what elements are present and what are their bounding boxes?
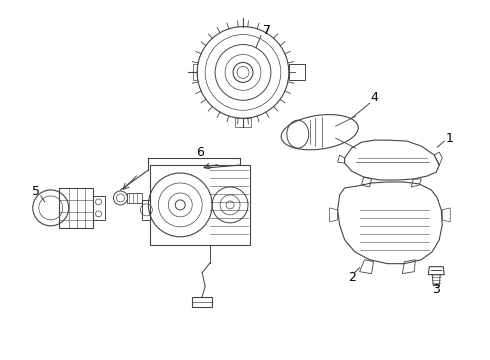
Text: 2: 2 <box>347 271 356 284</box>
Text: 4: 4 <box>370 91 378 104</box>
Text: 6: 6 <box>196 145 204 159</box>
Text: 3: 3 <box>432 283 440 296</box>
Text: 5: 5 <box>32 185 40 198</box>
Text: 1: 1 <box>445 132 453 145</box>
Text: 7: 7 <box>263 24 271 37</box>
